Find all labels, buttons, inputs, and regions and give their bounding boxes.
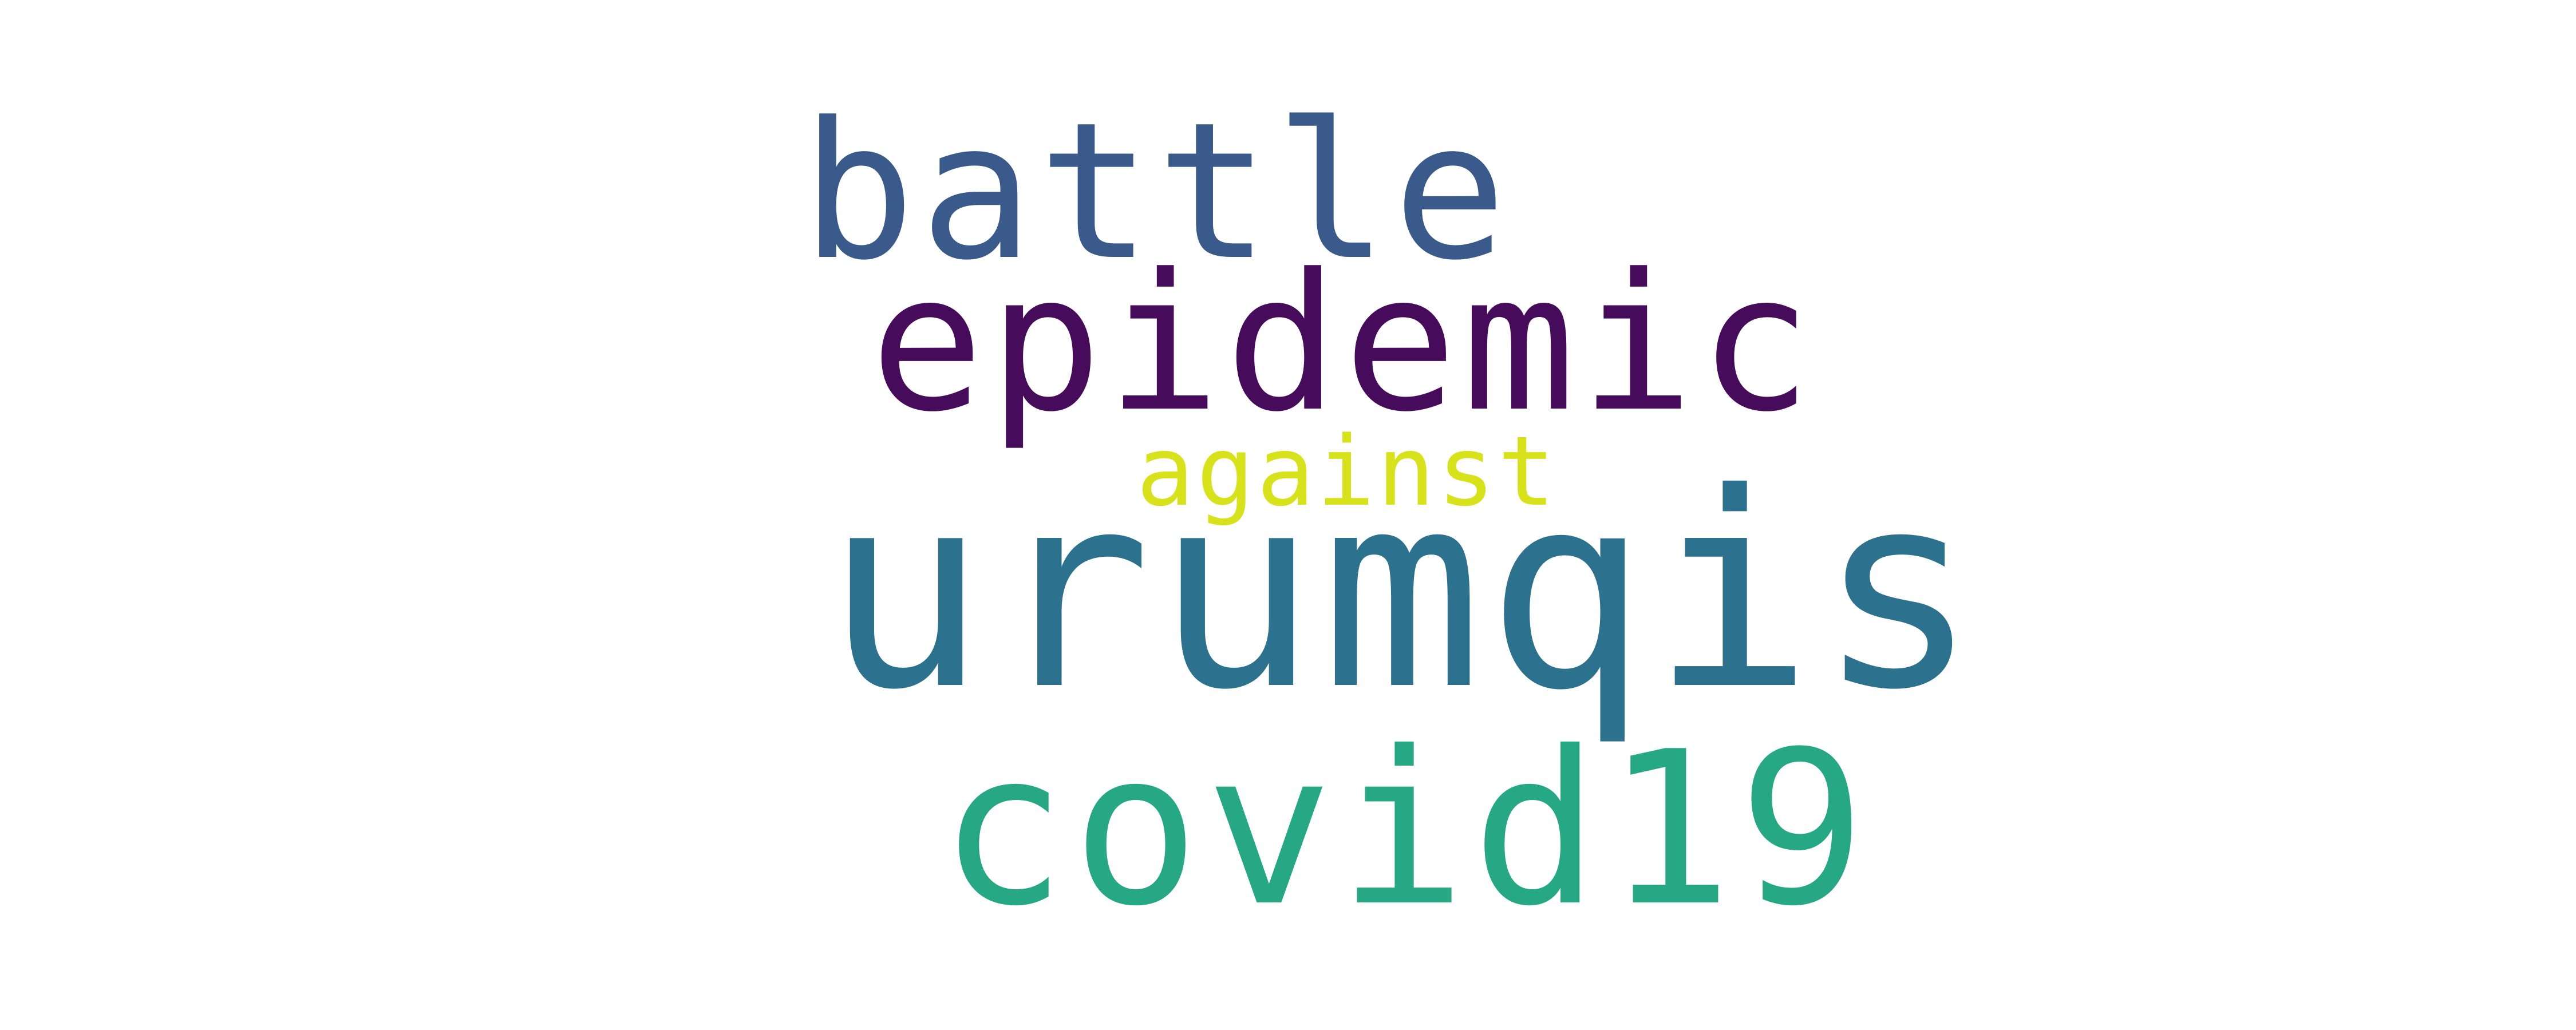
word-epidemic: epidemic: [870, 233, 1817, 453]
word-urumqis: urumqis: [824, 435, 1982, 748]
word-covid19: covid19: [939, 707, 1872, 953]
word-battle: battle: [801, 82, 1512, 302]
word-against: against: [1136, 415, 1558, 528]
